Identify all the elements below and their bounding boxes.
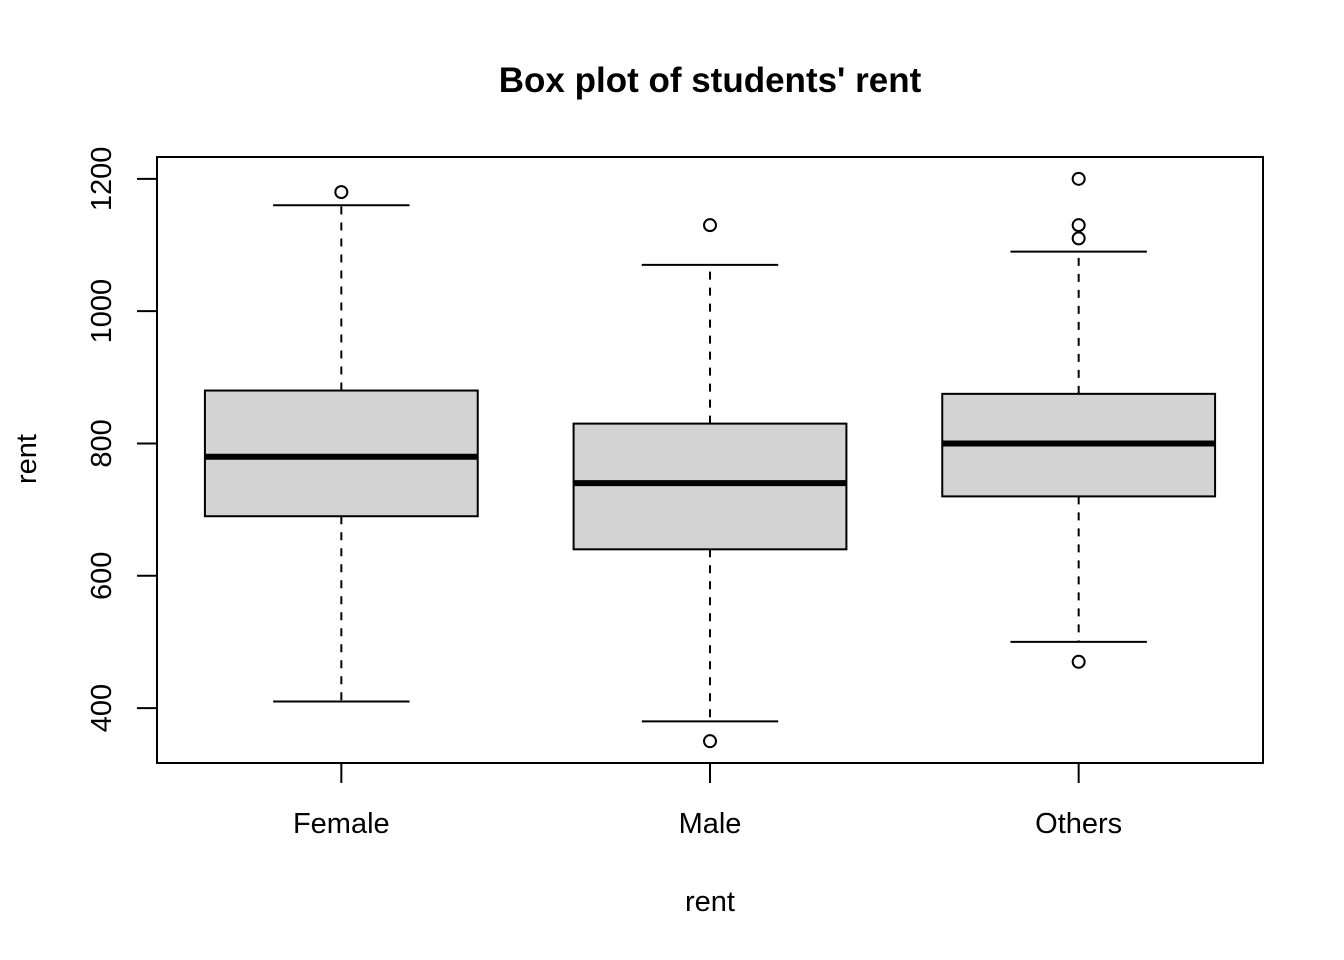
chart-title: Box plot of students' rent (499, 61, 922, 100)
outlier-point (334, 185, 349, 200)
outlier-point (1071, 218, 1086, 233)
y-tick-label: 1200 (86, 147, 118, 212)
y-axis-label: rent (11, 434, 43, 484)
x-axis-label: rent (685, 886, 735, 918)
x-tick-label: Others (1035, 808, 1122, 840)
outlier-point (703, 734, 717, 749)
boxes-group (203, 171, 1217, 749)
iqr-box (572, 422, 848, 551)
y-tick-label: 1000 (86, 279, 118, 344)
outlier-point (1071, 654, 1086, 669)
box-male (572, 218, 848, 749)
x-tick-label: Male (679, 808, 742, 840)
box-female (203, 185, 479, 703)
outlier-point (703, 218, 717, 233)
outlier-point (1071, 171, 1086, 186)
y-axis: 400 600 800 1000 1200 (86, 147, 158, 732)
y-tick-label: 400 (86, 684, 118, 732)
y-tick-label: 800 (86, 419, 118, 467)
outlier-point (1071, 231, 1086, 246)
box-others (941, 171, 1217, 669)
iqr-box (203, 389, 479, 518)
x-axis: Female Male Others (293, 763, 1122, 840)
y-tick-label: 600 (86, 552, 118, 600)
x-tick-label: Female (293, 808, 390, 840)
